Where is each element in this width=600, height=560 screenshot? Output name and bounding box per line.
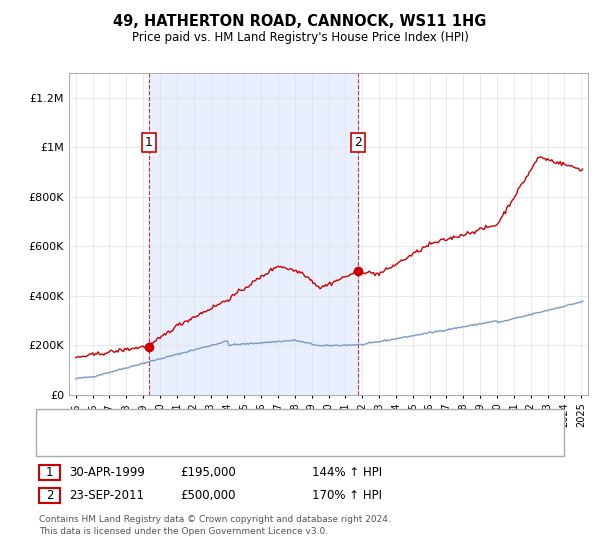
Text: HPI: Average price, detached house, Cannock Chase: HPI: Average price, detached house, Cann… <box>81 438 355 449</box>
Text: 49, HATHERTON ROAD, CANNOCK, WS11 1HG: 49, HATHERTON ROAD, CANNOCK, WS11 1HG <box>113 14 487 29</box>
Text: 2: 2 <box>46 489 53 502</box>
Text: This data is licensed under the Open Government Licence v3.0.: This data is licensed under the Open Gov… <box>39 528 328 536</box>
Text: 23-SEP-2011: 23-SEP-2011 <box>69 489 144 502</box>
Text: 170% ↑ HPI: 170% ↑ HPI <box>312 489 382 502</box>
Text: 1: 1 <box>145 136 152 148</box>
Text: Price paid vs. HM Land Registry's House Price Index (HPI): Price paid vs. HM Land Registry's House … <box>131 31 469 44</box>
Text: Contains HM Land Registry data © Crown copyright and database right 2024.: Contains HM Land Registry data © Crown c… <box>39 515 391 524</box>
Text: ——: —— <box>48 414 76 428</box>
Text: £500,000: £500,000 <box>180 489 235 502</box>
Text: 1: 1 <box>46 466 53 479</box>
Text: 49, HATHERTON ROAD, CANNOCK, WS11 1HG (detached house): 49, HATHERTON ROAD, CANNOCK, WS11 1HG (d… <box>81 417 414 427</box>
Text: 144% ↑ HPI: 144% ↑ HPI <box>312 466 382 479</box>
Text: ——: —— <box>48 437 76 451</box>
Text: £195,000: £195,000 <box>180 466 236 479</box>
Bar <box>149 73 358 395</box>
Text: 30-APR-1999: 30-APR-1999 <box>69 466 145 479</box>
Text: 2: 2 <box>354 136 362 148</box>
